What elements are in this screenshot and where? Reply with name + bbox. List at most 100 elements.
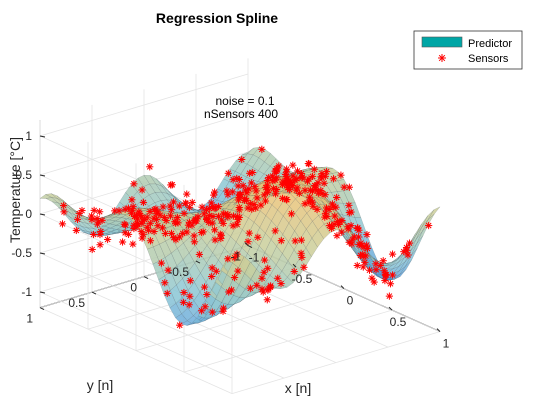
sensor-point [96, 241, 104, 249]
sensor-point [138, 234, 146, 242]
sensor-point [153, 210, 161, 218]
sensor-point [363, 230, 371, 239]
sensor-point [273, 166, 281, 174]
sensor-point [230, 273, 239, 282]
sensor-point [224, 169, 232, 177]
x-tick [340, 285, 345, 289]
sensor-point [145, 226, 153, 234]
sensor-point [379, 257, 387, 265]
sensor-point [183, 190, 191, 198]
sensor-point [130, 180, 138, 188]
sensor-point [154, 222, 162, 230]
sensor-point [365, 266, 374, 274]
sensor-point [253, 281, 261, 289]
sensor-point [173, 213, 181, 222]
sensor-point [355, 226, 363, 234]
sensor-point [293, 184, 301, 192]
sensor-point [184, 221, 193, 229]
sensor-point [338, 228, 346, 236]
sensor-point [217, 231, 225, 239]
sensor-point [185, 203, 194, 211]
legend-predictor-swatch [421, 36, 463, 48]
sensor-point [205, 218, 213, 226]
sensor-point [337, 171, 345, 179]
sensor-point [58, 220, 67, 228]
sensor-point [359, 250, 367, 258]
sensor-point [254, 233, 262, 241]
sensor-point [247, 179, 255, 187]
y-tick-label: 0.5 [68, 296, 85, 310]
sensor-point [236, 190, 244, 199]
z-tick [39, 213, 46, 216]
sensor-point [252, 204, 260, 212]
sensor-point [166, 202, 174, 210]
sensor-point [385, 292, 393, 300]
sensor-point [175, 202, 183, 210]
sensor-point [209, 202, 217, 211]
sensor-point [186, 292, 194, 300]
y-tick-label: 1 [26, 312, 33, 326]
sensor-point [312, 182, 320, 190]
sensor-point [137, 211, 145, 220]
sensor-point [345, 238, 353, 246]
sensor-point [139, 198, 148, 207]
sensor-point [370, 278, 378, 286]
sensor-point [161, 229, 170, 238]
sensors-count-annotation: nSensors 400 [204, 107, 278, 121]
sensor-point [355, 233, 363, 241]
sensor-point [291, 237, 299, 245]
sensor-point [245, 229, 253, 237]
sensor-point [332, 203, 340, 211]
sensor-point [190, 232, 198, 240]
sensor-point [137, 228, 145, 236]
sensor-point [368, 274, 376, 282]
sensor-point [203, 290, 211, 299]
sensor-point [297, 236, 306, 244]
sensor-point [133, 220, 141, 228]
sensor-point [295, 189, 303, 197]
sensor-point [233, 174, 241, 182]
sensor-point [73, 215, 82, 223]
x-tick [244, 242, 249, 246]
sensor-point [129, 203, 137, 211]
sensor-point [195, 250, 203, 259]
y-axis-label: y [n] [87, 377, 113, 393]
sensor-point [327, 222, 336, 230]
sensor-point [159, 203, 167, 211]
sensor-point [263, 296, 271, 304]
sensor-point [212, 267, 220, 275]
sensor-point [347, 221, 355, 230]
sensor-point [97, 227, 105, 236]
sensor-point [333, 193, 341, 202]
sensor-point [205, 211, 213, 220]
y-tick-label: -1 [230, 250, 241, 264]
surface-patch [244, 261, 257, 280]
sensor-point [93, 220, 102, 228]
sensor-point [301, 200, 309, 208]
sensor-point [297, 169, 305, 178]
grid-line [39, 307, 233, 394]
legend-sensors-label: Sensors [468, 53, 509, 65]
sensor-point [404, 251, 412, 259]
sensor-point [252, 187, 260, 195]
sensor-point [345, 209, 353, 217]
sensor-point [345, 201, 353, 209]
sensor-point [231, 254, 239, 262]
sensor-point [386, 280, 395, 288]
sensor-point [167, 229, 176, 238]
sensor-point [150, 205, 158, 214]
sensor-point [238, 155, 246, 164]
sensor-point [331, 212, 339, 220]
x-tick [292, 263, 297, 268]
sensor-point [322, 168, 331, 176]
sensor-point [224, 213, 232, 221]
sensor-point [180, 209, 188, 218]
sensor-point [139, 217, 147, 225]
sensor-point [199, 228, 207, 236]
sensor-point [318, 174, 326, 182]
sensor-point [234, 182, 242, 190]
sensor-point [261, 256, 269, 264]
sensor-point [179, 298, 188, 306]
sensor-point [290, 267, 298, 276]
